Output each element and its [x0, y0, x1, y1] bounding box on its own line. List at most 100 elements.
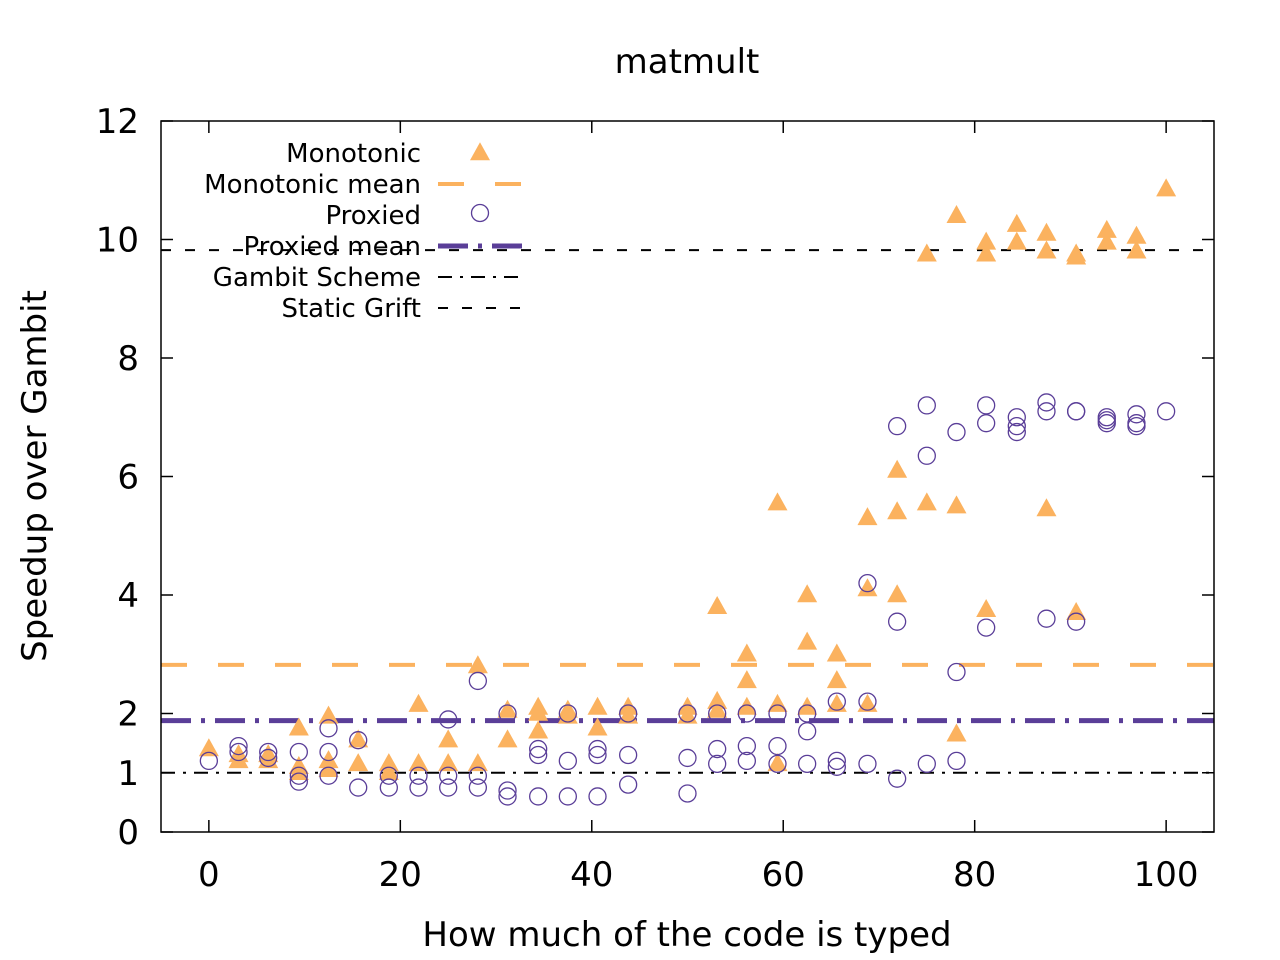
proxied-point: [349, 778, 368, 797]
proxied-point: [917, 446, 936, 465]
plot-frame: [160, 120, 1215, 833]
x-tick-label: 0: [198, 855, 220, 895]
proxied-point: [798, 754, 817, 774]
monotonic-point: [408, 693, 429, 712]
proxied-point: [468, 778, 488, 797]
proxied-point: [827, 692, 846, 711]
proxied-point: [558, 704, 577, 723]
legend-label: Gambit Scheme: [213, 263, 421, 293]
legend-label: Static Grift: [281, 294, 421, 324]
monotonic-point: [976, 599, 997, 618]
proxied-point: [1037, 393, 1056, 412]
monotonic-point: [767, 753, 788, 772]
proxied-point: [498, 787, 517, 806]
monotonic-point: [1006, 213, 1027, 232]
proxied-point: [1037, 402, 1056, 421]
proxied-point: [409, 778, 428, 797]
monotonic-point: [258, 750, 279, 769]
monotonic-point: [528, 702, 549, 721]
proxied-point: [917, 754, 936, 774]
proxied-point: [737, 704, 757, 723]
y-tick-label: 1: [117, 754, 139, 794]
proxied-point: [439, 778, 458, 797]
monotonic-point: [677, 705, 698, 724]
monotonic-point: [1066, 246, 1087, 265]
proxied-point: [439, 710, 458, 729]
monotonic-point: [228, 750, 249, 769]
proxied-point: [737, 751, 757, 771]
proxied-point: [618, 775, 638, 794]
legend-marker-triangle: [470, 142, 490, 161]
proxied-point: [977, 618, 996, 637]
proxied-point: [588, 739, 607, 759]
x-tick-label: 60: [762, 855, 805, 895]
proxied-point: [917, 396, 936, 415]
proxied-point: [468, 671, 488, 691]
proxied-point: [1127, 416, 1146, 436]
proxied-point: [259, 742, 278, 762]
monotonic-point: [288, 717, 309, 736]
monotonic-point: [736, 643, 757, 662]
monotonic-point: [497, 699, 518, 718]
proxied-point: [768, 736, 787, 756]
y-tick-label: 0: [117, 813, 139, 853]
proxied-point: [199, 751, 219, 771]
legend-marker-circle: [470, 203, 490, 223]
monotonic-point: [887, 501, 908, 520]
proxied-point: [588, 787, 607, 806]
proxied-point: [468, 766, 488, 785]
monotonic-point: [946, 205, 967, 223]
monotonic-point: [348, 729, 369, 748]
proxied-point: [289, 742, 308, 762]
monotonic-point: [467, 753, 488, 772]
y-tick-label: 8: [117, 339, 139, 379]
monotonic-point: [857, 578, 878, 597]
proxied-point: [529, 787, 548, 806]
monotonic-point: [198, 738, 219, 757]
proxied-point: [379, 766, 398, 785]
proxied-point: [289, 766, 308, 785]
proxied-point: [678, 784, 697, 803]
proxied-point: [977, 396, 996, 415]
monotonic-point: [1006, 231, 1027, 250]
proxied-point: [887, 612, 907, 631]
monotonic-point: [587, 717, 608, 736]
proxied-point: [678, 704, 697, 723]
monotonic-point: [497, 729, 518, 748]
proxied-point: [858, 754, 877, 774]
monotonic-point: [946, 495, 967, 514]
monotonic-point: [1096, 219, 1117, 238]
x-tick-label: 20: [379, 855, 422, 895]
x-tick-label: 100: [1134, 855, 1199, 895]
proxied-point: [708, 739, 727, 759]
proxied-point: [737, 736, 757, 756]
monotonic-point: [587, 696, 608, 715]
proxied-point: [1067, 402, 1086, 421]
proxied-point: [1127, 405, 1146, 424]
monotonic-point: [438, 729, 459, 748]
monotonic-point: [736, 670, 757, 689]
monotonic-point: [557, 705, 578, 724]
legend-label: Proxied mean: [243, 232, 421, 262]
monotonic-point: [857, 507, 878, 526]
monotonic-point: [767, 492, 788, 511]
monotonic-point: [348, 753, 369, 772]
proxied-point: [588, 745, 607, 765]
proxied-point: [529, 739, 548, 759]
monotonic-point: [1126, 225, 1147, 244]
monotonic-point: [1036, 240, 1057, 259]
monotonic-point: [946, 723, 967, 742]
proxied-point: [798, 722, 817, 741]
proxied-point: [229, 742, 248, 762]
monotonic-point: [467, 655, 488, 674]
proxied-point: [1007, 422, 1026, 442]
proxied-point: [678, 748, 697, 768]
y-tick-label: 12: [96, 102, 139, 142]
proxied-point: [827, 751, 846, 771]
proxied-point: [887, 769, 907, 788]
monotonic-point: [618, 705, 639, 724]
proxied-point: [259, 748, 278, 768]
y-tick-label: 2: [117, 695, 139, 735]
monotonic-point: [707, 596, 728, 615]
